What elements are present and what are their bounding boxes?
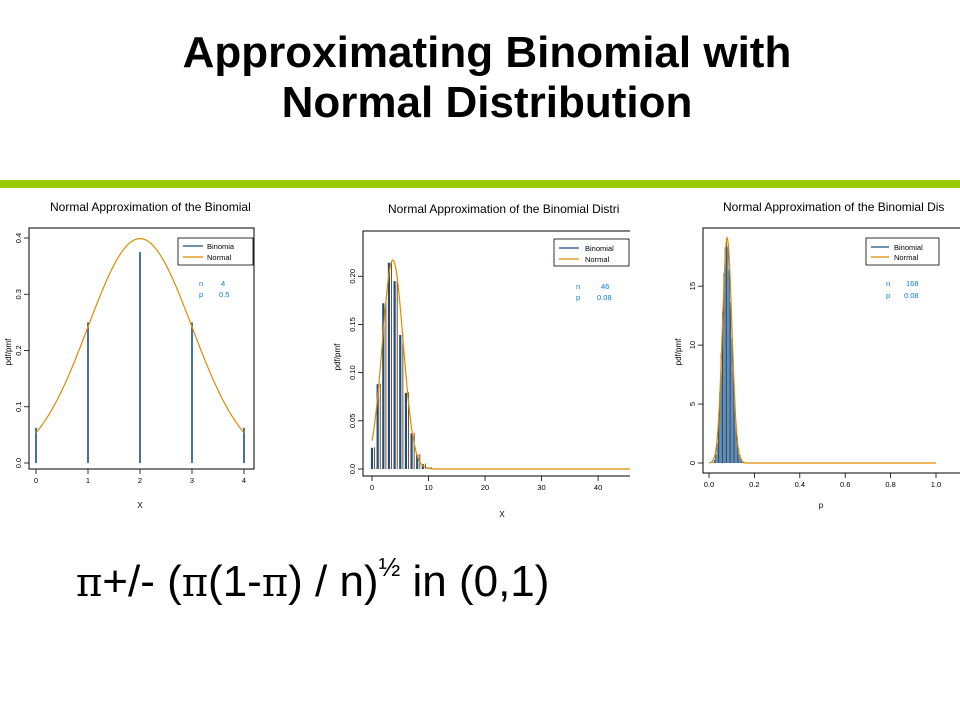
y-tick-label: 5 (688, 402, 697, 406)
x-axis-label: X (137, 501, 143, 510)
stat-p-label: p (886, 291, 890, 300)
accent-rule (0, 180, 960, 188)
stat-n-label: n (576, 282, 580, 291)
stat-p-value: 0.08 (904, 291, 919, 300)
plot-frame (28, 227, 255, 470)
stat-n-value: 4 (221, 279, 225, 288)
chart-binomial-n46: Normal Approximation of the Binomial Dis… (333, 202, 630, 519)
y-tick-label: 0.1 (14, 402, 23, 412)
stat-p-label: p (576, 293, 580, 302)
formula-part-1: +/- ( (102, 557, 182, 606)
normal-curve (371, 259, 630, 470)
x-axis-label: p (819, 501, 824, 510)
y-tick-label: 0.05 (348, 414, 357, 429)
x-tick-label: 20 (481, 483, 489, 492)
stat-p-label: p (199, 290, 203, 299)
x-tick-label: 0 (370, 483, 374, 492)
legend: Binomial Normal (865, 237, 940, 266)
plot-frame (362, 230, 630, 477)
stat-p-value: 0.08 (597, 293, 612, 302)
x-tick-label: 3 (190, 476, 194, 485)
y-tick-label: 15 (688, 282, 697, 290)
normal-curve (35, 237, 245, 434)
y-axis: 0.0 0.05 0.10 0.15 0.20 (348, 269, 363, 474)
stats-box: n 46 p 0.08 (576, 282, 612, 302)
stats-box: n 168 p 0.08 (886, 279, 919, 300)
plot-frame (702, 227, 960, 474)
stats-box: n 4 p 0.5 (199, 279, 229, 299)
legend-binomial: Binomial (894, 243, 923, 252)
y-tick-label: 0.15 (348, 317, 357, 332)
legend: Binomial Normal (553, 238, 630, 267)
stat-p-value: 0.5 (219, 290, 229, 299)
x-tick-label: 0.2 (749, 480, 759, 489)
y-tick-label: 0.3 (14, 289, 23, 299)
chart-title: Normal Approximation of the Binomial Dis… (388, 202, 619, 216)
chart-binomial-n168: Normal Approximation of the Binomial Dis… (674, 200, 960, 510)
legend-binomial: Binomia (207, 242, 235, 251)
stat-n-label: n (199, 279, 203, 288)
x-tick-label: 0.4 (795, 480, 805, 489)
chart-title: Normal Approximation of the Binomial (50, 200, 251, 214)
pi-symbol: π (76, 560, 103, 606)
binomial-bars (35, 252, 245, 463)
y-tick-label: 0 (688, 461, 697, 465)
binomial-bars (370, 262, 438, 469)
x-tick-label: 0.0 (704, 480, 714, 489)
formula: π+/- (π(1-π) / n)½ in (0,1) (76, 552, 549, 607)
legend: Binomia Normal (177, 237, 254, 266)
slide-title: Approximating Binomial with Normal Distr… (0, 28, 960, 128)
pi-symbol: π (261, 560, 289, 606)
formula-part-4: in (0,1) (400, 557, 550, 606)
x-tick-label: 2 (138, 476, 142, 485)
legend-normal: Normal (207, 253, 232, 262)
x-axis: 0 1 2 3 4 (34, 469, 246, 485)
stat-n-value: 168 (906, 279, 919, 288)
x-axis: 0 10 20 30 40 (370, 476, 602, 492)
y-tick-label: 0.2 (14, 345, 23, 355)
stat-n-value: 46 (601, 282, 609, 291)
y-tick-label: 0.0 (14, 458, 23, 468)
pi-symbol: π (181, 560, 209, 606)
formula-part-3: ) / n) (288, 557, 379, 606)
chart-binomial-n4: Normal Approximation of the Binomial 0 1 2… (4, 200, 255, 510)
x-tick-label: 1 (86, 476, 90, 485)
y-axis-label: pdf/pmf (4, 338, 13, 365)
legend-normal: Normal (894, 253, 919, 262)
x-axis: 0.0 0.2 0.4 0.6 0.8 1.0 (704, 473, 941, 489)
x-tick-label: 40 (594, 483, 602, 492)
stat-n-label: n (886, 279, 890, 288)
y-axis-label: pdf/pmf (333, 343, 342, 370)
slide-title-line-2: Normal Distribution (281, 78, 693, 127)
y-tick-label: 10 (688, 341, 697, 349)
y-tick-label: 0.0 (348, 464, 357, 474)
x-tick-label: 0.6 (840, 480, 850, 489)
x-tick-label: 0 (34, 476, 38, 485)
x-tick-label: 0.8 (885, 480, 895, 489)
x-tick-label: 1.0 (931, 480, 941, 489)
slide-title-line-1: Approximating Binomial with (182, 28, 792, 77)
legend-normal: Normal (585, 255, 610, 264)
x-axis-label: X (499, 510, 505, 519)
x-tick-label: 30 (537, 483, 545, 492)
x-tick-label: 10 (424, 483, 432, 492)
formula-exponent: ½ (378, 552, 401, 582)
chart-title: Normal Approximation of the Binomial Dis (723, 200, 944, 214)
y-axis: 0 5 10 15 (688, 282, 703, 465)
y-tick-label: 0.20 (348, 269, 357, 284)
y-axis-label: pdf/pmf (674, 338, 683, 365)
legend-binomial: Binomial (585, 244, 614, 253)
x-tick-label: 4 (242, 476, 246, 485)
y-axis: 0.0 0.1 0.2 0.3 0.4 (14, 233, 29, 468)
normal-curve (708, 236, 936, 464)
y-tick-label: 0.4 (14, 233, 23, 243)
y-tick-label: 0.10 (348, 365, 357, 380)
formula-part-2: (1- (208, 557, 262, 606)
